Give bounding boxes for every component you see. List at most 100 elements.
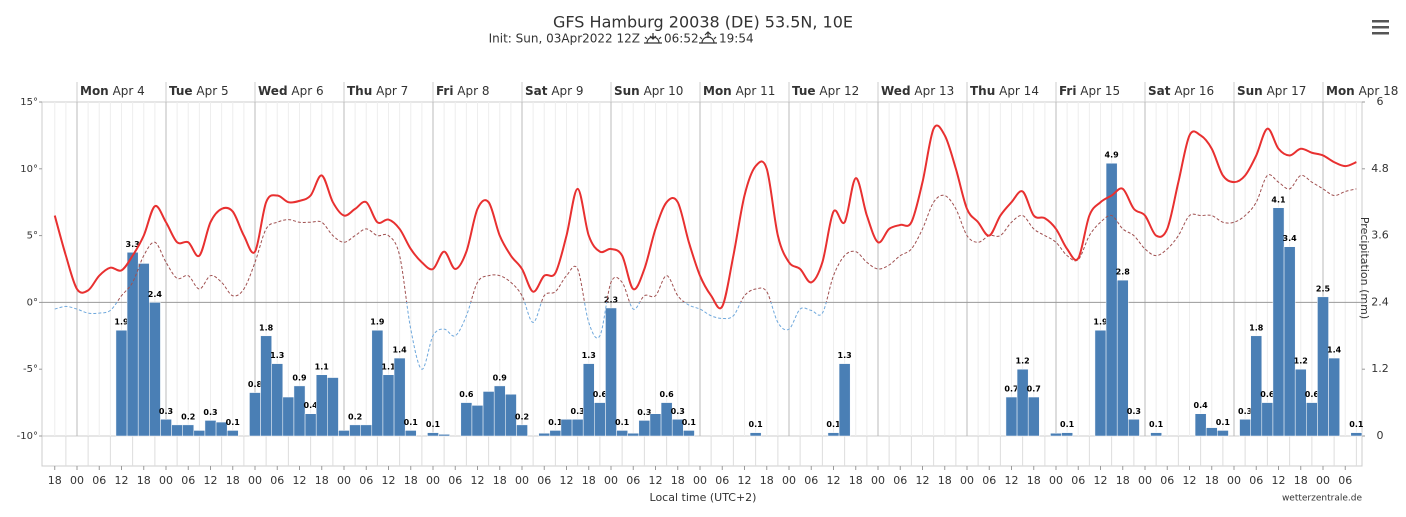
precip-label: 1.9	[114, 318, 129, 327]
precip-bar	[315, 374, 328, 437]
precip-label: 1.2	[1294, 357, 1308, 366]
precip-label: 2.4	[148, 290, 163, 299]
precip-label: 0.1	[682, 418, 697, 427]
x-tick-label: 18	[849, 474, 863, 487]
x-tick-label: 00	[1227, 474, 1241, 487]
precip-bar	[1350, 432, 1363, 437]
precip-bar	[1283, 246, 1296, 437]
precip-label: 0.6	[1260, 390, 1275, 399]
x-tick-label: 18	[315, 474, 329, 487]
precip-label: 1.8	[259, 323, 274, 332]
day-label: Tue Apr 12	[792, 84, 859, 98]
precip-label: 0.9	[292, 373, 307, 382]
precip-label: 0.1	[1349, 420, 1364, 429]
precip-label: 0.1	[548, 418, 563, 427]
precip-bar	[327, 377, 339, 437]
day-label: Fri Apr 8	[436, 84, 490, 98]
precip-bar	[493, 385, 506, 437]
precip-bar	[249, 392, 261, 437]
x-tick-label: 06	[1338, 474, 1352, 487]
precip-bar	[1205, 427, 1218, 437]
x-tick-label: 18	[1294, 474, 1308, 487]
precip-bar	[438, 434, 450, 437]
x-tick-label: 06	[448, 474, 462, 487]
x-tick-label: 18	[1205, 474, 1219, 487]
day-date: Apr 15	[1080, 84, 1120, 98]
day-date: Apr 7	[376, 84, 408, 98]
precip-bar	[115, 329, 128, 437]
day-label: Sun Apr 17	[1237, 84, 1306, 98]
day-label: Sat Apr 16	[1148, 84, 1214, 98]
precip-label: 1.1	[381, 362, 396, 371]
precip-label: 3.4	[1283, 234, 1298, 243]
precip-label: 0.3	[159, 407, 173, 416]
precip-label: 4.9	[1105, 151, 1120, 160]
precip-bar	[371, 329, 384, 437]
precip-bar	[1105, 162, 1118, 437]
x-axis-label: Local time (UTC+2)	[650, 491, 757, 504]
precip-bar	[1194, 413, 1207, 437]
day-date: Apr 9	[551, 84, 583, 98]
x-tick-label: 00	[1138, 474, 1152, 487]
day-label: Mon Apr 4	[80, 84, 145, 98]
x-tick-label: 18	[48, 474, 62, 487]
day-weekday: Sun	[614, 84, 640, 98]
precip-label: 0.1	[615, 418, 630, 427]
precip-label: 0.4	[1194, 401, 1209, 410]
precip-bar	[1294, 368, 1307, 437]
precip-bar	[1150, 432, 1162, 437]
x-tick-label: 18	[1116, 474, 1130, 487]
day-label: Thu Apr 14	[970, 84, 1039, 98]
precip-bar	[1050, 432, 1062, 437]
precip-bar	[282, 396, 295, 437]
precip-label: 0.3	[1238, 407, 1252, 416]
day-weekday: Mon	[1326, 84, 1355, 98]
x-tick-label: 06	[181, 474, 195, 487]
precip-bar	[560, 419, 573, 437]
precip-bar	[293, 385, 306, 437]
x-tick-label: 12	[1272, 474, 1286, 487]
day-label: Sat Apr 9	[525, 84, 584, 98]
precip-label: 1.8	[1249, 323, 1264, 332]
day-weekday: Sat	[1148, 84, 1171, 98]
precip-bar	[1094, 329, 1107, 437]
precip-label: 2.3	[604, 295, 618, 304]
day-label: Wed Apr 6	[258, 84, 324, 98]
dewpoint-line	[116, 174, 1357, 302]
precip-bar	[1061, 432, 1073, 437]
day-label: Tue Apr 5	[169, 84, 229, 98]
sunrise-icon	[644, 33, 662, 44]
precip-label: 1.4	[1327, 346, 1342, 355]
precip-label: 1.9	[370, 318, 385, 327]
x-tick-label: 00	[693, 474, 707, 487]
chart-subtitle: Init: Sun, 03Apr2022 12Z	[489, 32, 640, 46]
precip-label: 1.3	[270, 351, 284, 360]
precip-label: 0.1	[404, 418, 419, 427]
precip-bar	[1217, 430, 1229, 437]
y-tick-label: 15°	[20, 97, 38, 108]
precip-bar	[471, 405, 484, 437]
day-weekday: Thu	[970, 84, 995, 98]
x-tick-label: 18	[1027, 474, 1041, 487]
day-weekday: Wed	[258, 84, 288, 98]
precip-label: 0.1	[226, 418, 241, 427]
precip-label: 1.9	[1093, 318, 1108, 327]
menu-button[interactable]	[1372, 20, 1389, 35]
day-weekday: Mon	[703, 84, 732, 98]
x-tick-label: 12	[916, 474, 930, 487]
day-label: Mon Apr 11	[703, 84, 775, 98]
day-label: Mon Apr 18	[1326, 84, 1398, 98]
x-tick-label: 12	[649, 474, 663, 487]
precip-bar	[538, 432, 551, 437]
precip-label: 0.3	[671, 407, 685, 416]
precip-bar	[1128, 419, 1140, 437]
precip-bar	[1306, 402, 1318, 437]
precip-bar	[649, 413, 662, 437]
x-tick-label: 12	[382, 474, 396, 487]
x-tick-label: 18	[938, 474, 952, 487]
precip-bar	[204, 420, 217, 437]
precip-label: 0.1	[1149, 420, 1164, 429]
precip-bar	[594, 402, 606, 437]
precip-bar	[1027, 396, 1040, 437]
precip-bar	[749, 432, 762, 437]
